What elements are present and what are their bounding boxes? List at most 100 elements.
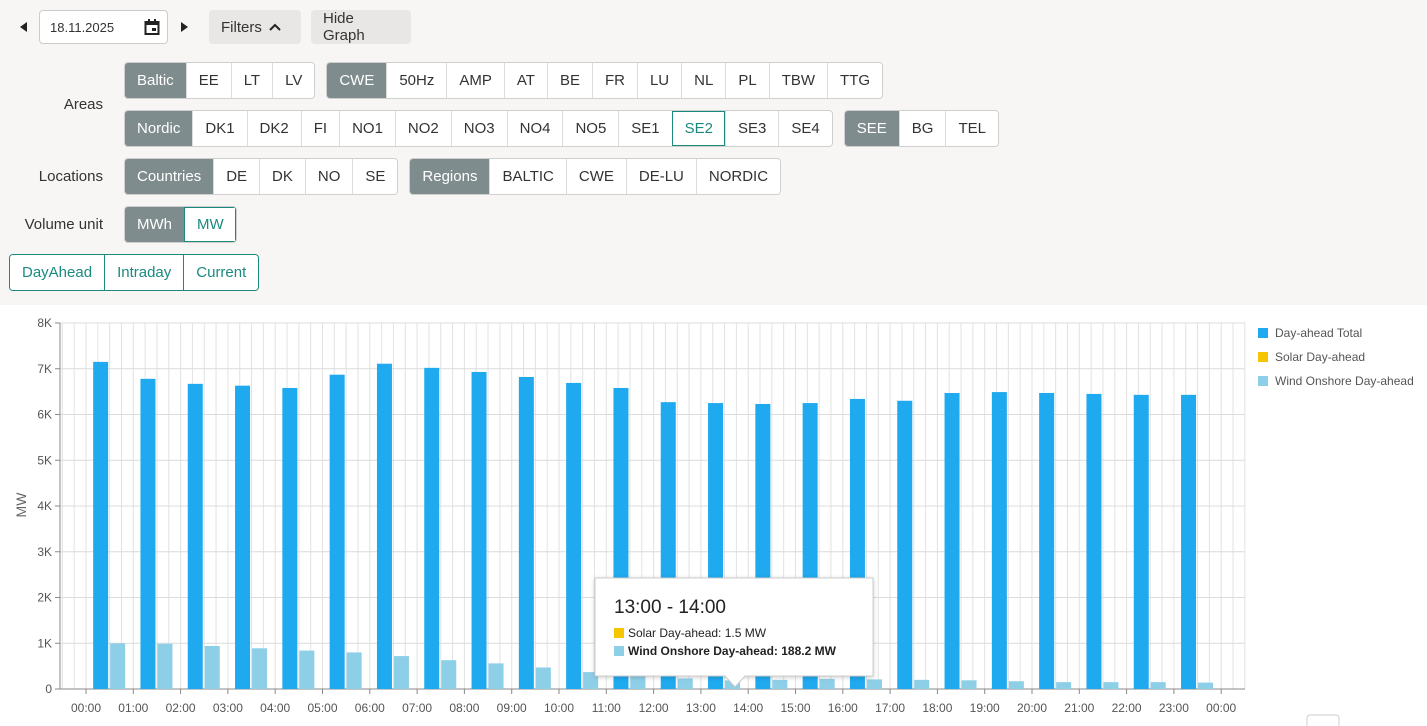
volume-unit-row: MWh MW <box>124 206 248 243</box>
filter-button[interactable]: NO5 <box>562 111 619 146</box>
filter-button[interactable]: LU <box>636 63 682 98</box>
filter-button[interactable]: SE4 <box>778 111 832 146</box>
bar <box>677 678 693 689</box>
bar <box>518 376 534 689</box>
x-tick-label: 07:00 <box>402 701 432 715</box>
filter-button[interactable]: CWE <box>327 63 387 98</box>
filter-button[interactable]: LT <box>230 63 273 98</box>
filter-button[interactable]: NO2 <box>394 111 451 146</box>
bar <box>140 378 156 689</box>
filter-button[interactable]: NO3 <box>450 111 507 146</box>
date-text: 18.11.2025 <box>50 19 115 35</box>
filters-button[interactable]: Filters <box>209 10 301 44</box>
filter-button[interactable]: TTG <box>827 63 883 98</box>
filter-button[interactable]: MW <box>184 207 236 242</box>
filter-button[interactable]: AMP <box>446 63 504 98</box>
x-tick-label: 06:00 <box>355 701 385 715</box>
filter-button[interactable]: 50Hz <box>386 63 447 98</box>
bar <box>329 374 345 689</box>
hide-graph-button[interactable]: Hide Graph <box>311 10 411 44</box>
filter-button[interactable]: EE <box>185 63 231 98</box>
button-group: Nordic DK1 DK2 FI NO1 NO2 NO3 NO4 NO5 SE1 SE2 SE3 SE… <box>124 110 833 147</box>
prev-day[interactable] <box>16 20 30 34</box>
legend-swatch <box>1258 376 1268 386</box>
filter-button[interactable]: TBW <box>768 63 828 98</box>
legend-label: Day-ahead Total <box>1275 326 1362 340</box>
x-tick-label: 05:00 <box>307 701 337 715</box>
filter-button[interactable]: DE <box>213 159 260 194</box>
x-tick-label: 08:00 <box>449 701 479 715</box>
x-tick-label: 11:00 <box>592 701 621 715</box>
filter-button[interactable]: Intraday <box>104 255 184 290</box>
filter-button[interactable]: Regions <box>410 159 490 194</box>
bar <box>897 400 913 689</box>
bar <box>235 385 251 689</box>
filter-button[interactable]: NO <box>304 159 353 194</box>
filter-button[interactable]: BALTIC <box>489 159 566 194</box>
tooltip-item: Wind Onshore Day-ahead: 188.2 MW <box>628 644 837 658</box>
filter-button[interactable]: NO1 <box>339 111 395 146</box>
x-tick-label: 12:00 <box>639 701 669 715</box>
legend-swatch <box>1258 328 1268 338</box>
bar <box>441 660 457 689</box>
x-tick-label: 21:00 <box>1064 701 1094 715</box>
x-tick-label: 04:00 <box>260 701 290 715</box>
caret-up <box>269 23 281 31</box>
scroll-button[interactable] <box>1306 714 1340 726</box>
button-group: Countries DE DK NO SE <box>124 158 399 195</box>
bar <box>393 656 409 689</box>
filter-button[interactable]: CWE <box>565 159 626 194</box>
tooltip-arrow-edge <box>724 675 746 688</box>
bar <box>346 652 362 689</box>
x-tick-label: 20:00 <box>1017 701 1047 715</box>
filter-button[interactable]: NO4 <box>506 111 563 146</box>
filter-button[interactable]: NORDIC <box>695 159 781 194</box>
filter-button[interactable]: BG <box>898 111 946 146</box>
locations-row: Countries DE DK NO SE Regions BALTIC CWE DE-LU NO… <box>124 158 792 195</box>
next-day[interactable] <box>178 20 192 34</box>
filter-button[interactable]: PL <box>725 63 769 98</box>
filter-button[interactable]: DK2 <box>246 111 301 146</box>
y-tick-label: 8K <box>37 316 52 330</box>
bar <box>1008 681 1024 689</box>
filter-button[interactable]: DK1 <box>192 111 247 146</box>
filter-button[interactable]: MWh <box>125 207 184 242</box>
bar <box>866 679 882 689</box>
filter-button[interactable]: Baltic <box>125 63 186 98</box>
filter-button[interactable]: DK <box>259 159 305 194</box>
x-tick-label: 03:00 <box>213 701 243 715</box>
date-input[interactable]: 18.11.2025 <box>39 10 168 44</box>
bar <box>914 679 930 689</box>
filter-button[interactable]: FR <box>591 63 637 98</box>
filter-button[interactable]: TEL <box>945 111 998 146</box>
hide-graph-text: Hide Graph <box>323 10 365 44</box>
filter-button[interactable]: SE <box>352 159 398 194</box>
filter-button[interactable]: SE1 <box>618 111 672 146</box>
volume-unit-label: Volume unit <box>24 216 103 233</box>
button-group: SEE BG TEL <box>843 110 999 147</box>
x-tick-label: 16:00 <box>828 701 858 715</box>
filter-button[interactable]: SE3 <box>725 111 779 146</box>
filter-button[interactable]: DayAhead <box>10 255 105 290</box>
bar <box>157 643 173 689</box>
filter-button[interactable]: AT <box>503 63 547 98</box>
tooltip-swatch <box>614 646 624 656</box>
bar <box>944 392 960 689</box>
x-tick-label: 13:00 <box>686 701 716 715</box>
bar <box>471 371 487 689</box>
filter-button[interactable]: Nordic <box>125 111 193 146</box>
filter-button[interactable]: Current <box>183 255 259 290</box>
filter-button[interactable]: DE-LU <box>625 159 696 194</box>
filter-button[interactable]: FI <box>300 111 340 146</box>
filter-button[interactable]: BE <box>546 63 592 98</box>
legend-swatch <box>1258 352 1268 362</box>
x-tick-label: 19:00 <box>970 701 1000 715</box>
filter-button[interactable]: NL <box>681 63 726 98</box>
filter-button[interactable]: SE2 <box>671 111 726 146</box>
legend-label: Wind Onshore Day-ahead <box>1275 374 1414 388</box>
filter-button[interactable]: LV <box>272 63 315 98</box>
filter-button[interactable]: SEE <box>844 111 899 146</box>
tooltip: 13:00 - 14:00 Solar Day-ahead: 1.5 MW Wind… <box>594 577 874 688</box>
filter-button[interactable]: Countries <box>125 159 214 194</box>
y-tick-label: 3K <box>37 545 52 559</box>
